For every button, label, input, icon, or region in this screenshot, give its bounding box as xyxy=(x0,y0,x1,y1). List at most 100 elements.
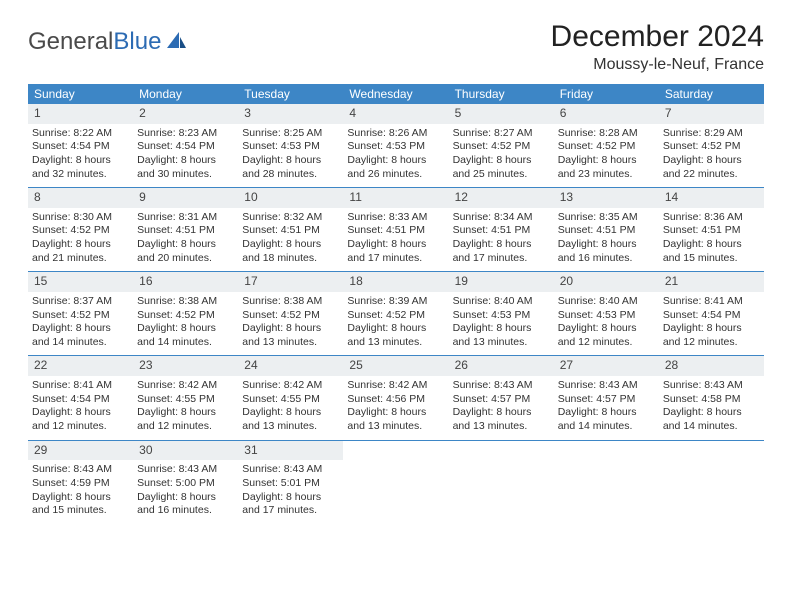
logo-text-blue: Blue xyxy=(113,28,161,55)
day-cell: 11 Sunrise: 8:33 AMSunset: 4:51 PMDayligh… xyxy=(343,188,448,271)
sunrise-text: Sunrise: 8:43 AM xyxy=(137,463,234,477)
daylight-text: Daylight: 8 hours and 12 minutes. xyxy=(558,322,655,349)
sunrise-text: Sunrise: 8:33 AM xyxy=(347,211,444,225)
day-cell: 13Sunrise: 8:35 AMSunset: 4:51 PMDayligh… xyxy=(554,188,659,271)
daylight-text: Daylight: 8 hours and 26 minutes. xyxy=(347,154,444,181)
sunset-text: Sunset: 4:51 PM xyxy=(242,224,339,238)
daylight-text: Daylight: 8 hours and 20 minutes. xyxy=(137,238,234,265)
week-row: 1Sunrise: 8:22 AMSunset: 4:54 PMDaylight… xyxy=(28,104,764,188)
day-number: 3 xyxy=(238,104,343,124)
sunrise-text: Sunrise: 8:43 AM xyxy=(32,463,129,477)
day-cell: 12Sunrise: 8:34 AMSunset: 4:51 PMDayligh… xyxy=(449,188,554,271)
day-cell: 28Sunrise: 8:43 AMSunset: 4:58 PMDayligh… xyxy=(659,356,764,439)
day-cell: 22Sunrise: 8:41 AMSunset: 4:54 PMDayligh… xyxy=(28,356,133,439)
day-number: 22 xyxy=(28,356,133,376)
daylight-text: Daylight: 8 hours and 16 minutes. xyxy=(558,238,655,265)
sunset-text: Sunset: 4:52 PM xyxy=(242,309,339,323)
dow-cell: Tuesday xyxy=(238,84,343,104)
month-title: December 2024 xyxy=(551,20,764,54)
day-cell: 27 Sunrise: 8:43 AMSunset: 4:57 PMDayligh… xyxy=(554,356,659,439)
day-cell: 14Sunrise: 8:36 AMSunset: 4:51 PMDayligh… xyxy=(659,188,764,271)
daylight-text: Daylight: 8 hours and 15 minutes. xyxy=(663,238,760,265)
week-row: 22Sunrise: 8:41 AMSunset: 4:54 PMDayligh… xyxy=(28,356,764,440)
location: Moussy-le-Neuf, France xyxy=(551,56,764,74)
sunset-text: Sunset: 4:52 PM xyxy=(453,140,550,154)
empty-cell xyxy=(659,441,764,524)
day-number: 28 xyxy=(659,356,764,376)
sunset-text: Sunset: 4:58 PM xyxy=(663,393,760,407)
sunrise-text: Sunrise: 8:26 AM xyxy=(347,127,444,141)
day-number: 29 xyxy=(28,441,133,461)
sunrise-text: Sunrise: 8:43 AM xyxy=(558,379,655,393)
daylight-text: Daylight: 8 hours and 15 minutes. xyxy=(32,491,129,518)
sunset-text: Sunset: 5:01 PM xyxy=(242,477,339,491)
day-cell: 23Sunrise: 8:42 AMSunset: 4:55 PMDayligh… xyxy=(133,356,238,439)
day-cell: 15Sunrise: 8:37 AMSunset: 4:52 PMDayligh… xyxy=(28,272,133,355)
dow-cell: Sunday xyxy=(28,84,133,104)
daylight-text: Daylight: 8 hours and 14 minutes. xyxy=(663,406,760,433)
daylight-text: Daylight: 8 hours and 14 minutes. xyxy=(558,406,655,433)
sunset-text: Sunset: 4:52 PM xyxy=(347,309,444,323)
day-cell: 20Sunrise: 8:40 AMSunset: 4:53 PMDayligh… xyxy=(554,272,659,355)
day-number: 8 xyxy=(28,188,133,208)
sunrise-text: Sunrise: 8:41 AM xyxy=(32,379,129,393)
daylight-text: Daylight: 8 hours and 12 minutes. xyxy=(32,406,129,433)
day-number: 17 xyxy=(238,272,343,292)
day-number: 27 xyxy=(554,356,659,376)
day-cell: 2Sunrise: 8:23 AMSunset: 4:54 PMDaylight… xyxy=(133,104,238,187)
daylight-text: Daylight: 8 hours and 17 minutes. xyxy=(347,238,444,265)
day-number: 31 xyxy=(238,441,343,461)
day-number: 14 xyxy=(659,188,764,208)
sunrise-text: Sunrise: 8:35 AM xyxy=(558,211,655,225)
daylight-text: Daylight: 8 hours and 14 minutes. xyxy=(137,322,234,349)
daylight-text: Daylight: 8 hours and 13 minutes. xyxy=(347,322,444,349)
sunset-text: Sunset: 4:53 PM xyxy=(347,140,444,154)
sail-icon xyxy=(165,30,187,55)
sunrise-text: Sunrise: 8:30 AM xyxy=(32,211,129,225)
sunset-text: Sunset: 4:52 PM xyxy=(558,140,655,154)
sunrise-text: Sunrise: 8:28 AM xyxy=(558,127,655,141)
logo: GeneralBlue xyxy=(28,20,187,56)
sunrise-text: Sunrise: 8:43 AM xyxy=(242,463,339,477)
header: GeneralBlue December 2024 Moussy-le-Neuf… xyxy=(28,20,764,74)
day-cell: 31Sunrise: 8:43 AMSunset: 5:01 PMDayligh… xyxy=(238,441,343,524)
daylight-text: Daylight: 8 hours and 21 minutes. xyxy=(32,238,129,265)
day-cell: 18Sunrise: 8:39 AMSunset: 4:52 PMDayligh… xyxy=(343,272,448,355)
sunrise-text: Sunrise: 8:38 AM xyxy=(242,295,339,309)
sunrise-text: Sunrise: 8:31 AM xyxy=(137,211,234,225)
sunrise-text: Sunrise: 8:42 AM xyxy=(137,379,234,393)
day-number: 15 xyxy=(28,272,133,292)
day-number: 23 xyxy=(133,356,238,376)
sunset-text: Sunset: 4:53 PM xyxy=(558,309,655,323)
sunset-text: Sunset: 4:51 PM xyxy=(137,224,234,238)
day-number: 4 xyxy=(343,104,448,124)
sunrise-text: Sunrise: 8:41 AM xyxy=(663,295,760,309)
week-row: 8Sunrise: 8:30 AMSunset: 4:52 PMDaylight… xyxy=(28,188,764,272)
calendar: SundayMondayTuesdayWednesdayThursdayFrid… xyxy=(28,84,764,524)
sunset-text: Sunset: 5:00 PM xyxy=(137,477,234,491)
day-cell: 8 Sunrise: 8:30 AMSunset: 4:52 PMDaylight… xyxy=(28,188,133,271)
daylight-text: Daylight: 8 hours and 13 minutes. xyxy=(453,406,550,433)
day-cell: 24Sunrise: 8:42 AMSunset: 4:55 PMDayligh… xyxy=(238,356,343,439)
sunrise-text: Sunrise: 8:25 AM xyxy=(242,127,339,141)
day-cell: 30Sunrise: 8:43 AMSunset: 5:00 PMDayligh… xyxy=(133,441,238,524)
weeks-container: 1Sunrise: 8:22 AMSunset: 4:54 PMDaylight… xyxy=(28,104,764,524)
day-number: 30 xyxy=(133,441,238,461)
day-number: 12 xyxy=(449,188,554,208)
sunset-text: Sunset: 4:52 PM xyxy=(137,309,234,323)
daylight-text: Daylight: 8 hours and 12 minutes. xyxy=(663,322,760,349)
sunset-text: Sunset: 4:51 PM xyxy=(347,224,444,238)
sunrise-text: Sunrise: 8:32 AM xyxy=(242,211,339,225)
day-cell: 21Sunrise: 8:41 AMSunset: 4:54 PMDayligh… xyxy=(659,272,764,355)
sunset-text: Sunset: 4:52 PM xyxy=(32,224,129,238)
sunset-text: Sunset: 4:56 PM xyxy=(347,393,444,407)
day-number: 11 xyxy=(343,188,448,208)
sunrise-text: Sunrise: 8:43 AM xyxy=(453,379,550,393)
logo-text: GeneralBlue xyxy=(28,28,161,56)
sunset-text: Sunset: 4:51 PM xyxy=(453,224,550,238)
title-block: December 2024 Moussy-le-Neuf, France xyxy=(551,20,764,74)
day-number: 10 xyxy=(238,188,343,208)
dow-cell: Friday xyxy=(554,84,659,104)
day-number: 24 xyxy=(238,356,343,376)
sunset-text: Sunset: 4:57 PM xyxy=(558,393,655,407)
